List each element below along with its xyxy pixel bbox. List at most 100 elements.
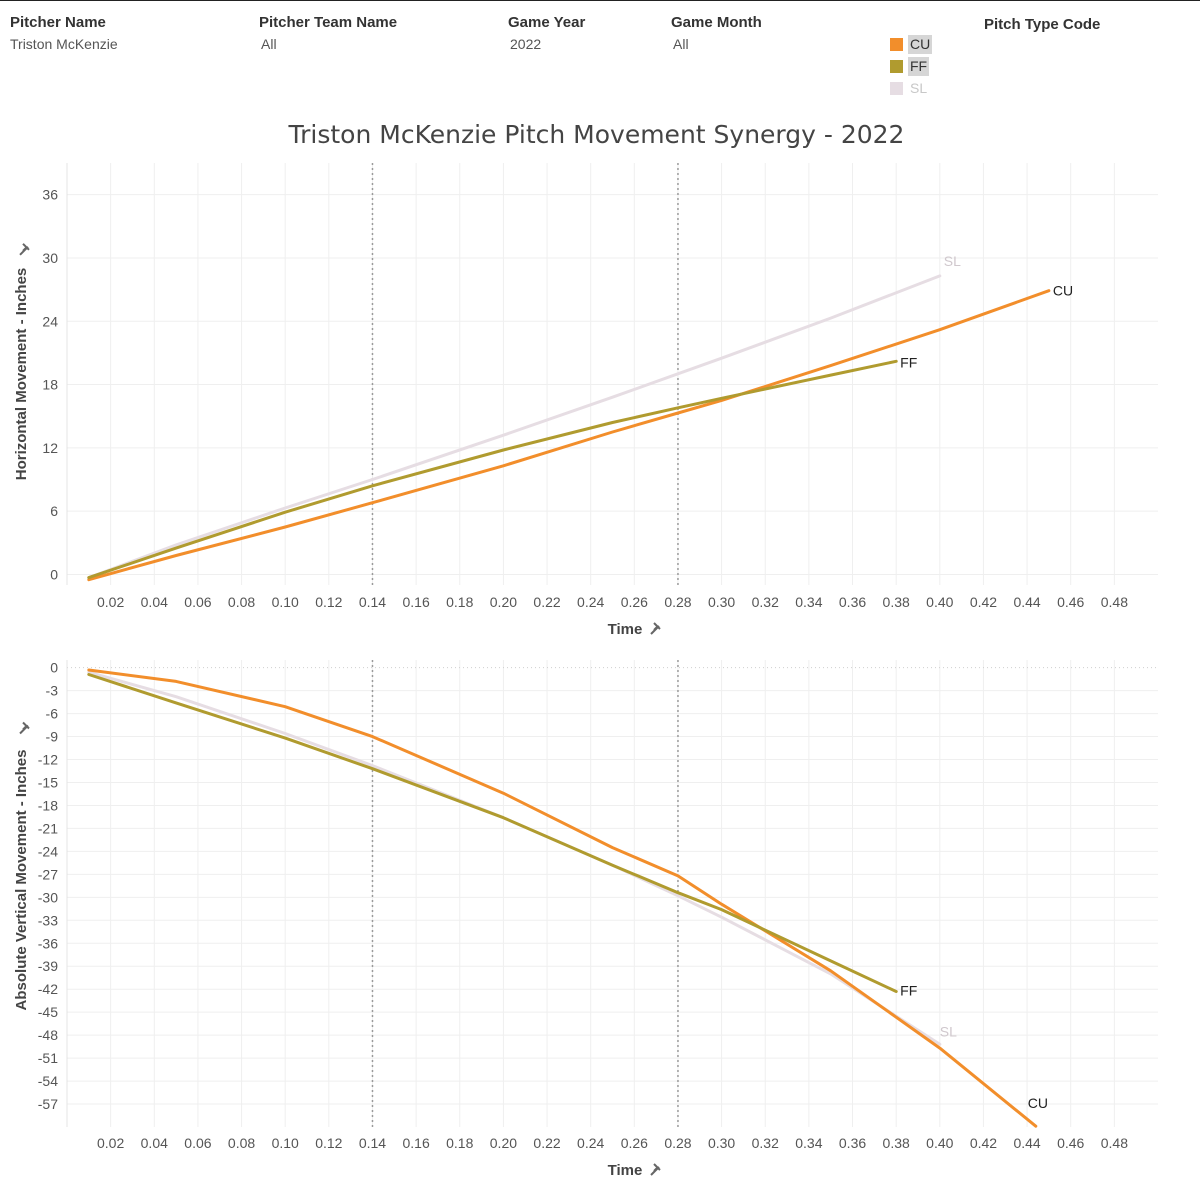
y-tick-label: 6 (50, 503, 58, 519)
x-tick-label: 0.42 (970, 594, 997, 610)
y-tick-label: -45 (38, 1004, 58, 1020)
filter-game-year[interactable]: Game Year 2022 (508, 14, 585, 52)
x-tick-label: 0.20 (490, 594, 517, 610)
x-tick-label: 0.20 (490, 1135, 517, 1151)
legend-swatch-cu (890, 38, 903, 51)
x-tick-label: 0.14 (359, 1135, 386, 1151)
legend-title: Pitch Type Code (984, 16, 1101, 33)
y-tick-label: 36 (42, 187, 58, 203)
x-tick-label: 0.24 (577, 1135, 604, 1151)
x-tick-label: 0.38 (883, 1135, 910, 1151)
x-tick-label: 0.24 (577, 594, 604, 610)
x-tick-label: 0.48 (1101, 1135, 1128, 1151)
x-tick-label: 0.22 (533, 1135, 560, 1151)
series-line-ff (87, 673, 898, 993)
x-tick-label: 0.04 (141, 1135, 168, 1151)
filter-label: Pitcher Name (10, 14, 106, 31)
y-tick-label: -6 (46, 706, 59, 722)
legend-item-ff[interactable]: FF (890, 56, 1150, 77)
x-tick-label: 0.32 (752, 594, 779, 610)
legend-item-cu[interactable]: CU (890, 34, 1150, 55)
x-tick-label: 0.26 (621, 594, 648, 610)
series-line-sl (87, 670, 942, 1046)
y-tick-label: -54 (38, 1073, 58, 1089)
filter-value[interactable]: Triston McKenzie (10, 36, 118, 52)
y-tick-label: 30 (42, 250, 58, 266)
y-tick-label: -24 (38, 843, 58, 859)
x-tick-label: 0.42 (970, 1135, 997, 1151)
y-tick-label: -48 (38, 1027, 58, 1043)
y-tick-label: 12 (42, 440, 58, 456)
legend-label-cu: CU (908, 35, 933, 54)
x-tick-label: 0.30 (708, 1135, 735, 1151)
x-tick-label: 0.44 (1013, 1135, 1040, 1151)
x-tick-label: 0.08 (228, 1135, 255, 1151)
y-tick-label: -18 (38, 797, 58, 813)
x-tick-label: 0.28 (664, 594, 691, 610)
x-tick-label: 0.14 (359, 594, 386, 610)
x-tick-label: 0.16 (402, 1135, 429, 1151)
y-tick-label: -51 (38, 1050, 58, 1066)
x-tick-label: 0.36 (839, 594, 866, 610)
legend-label-ff: FF (908, 57, 930, 76)
x-tick-label: 0.40 (926, 1135, 953, 1151)
series-line-sl (87, 274, 942, 580)
y-tick-label: -30 (38, 889, 58, 905)
y-tick-label: -57 (38, 1096, 58, 1112)
x-tick-label: 0.28 (664, 1135, 691, 1151)
filter-label: Pitcher Team Name (259, 14, 398, 31)
filter-value[interactable]: 2022 (510, 36, 542, 52)
filter-pitcher-team-name[interactable]: Pitcher Team Name All (259, 14, 397, 52)
x-tick-label: 0.02 (97, 594, 124, 610)
y-tick-label: -12 (38, 752, 58, 768)
chart-title: Triston McKenzie Pitch Movement Synergy … (288, 120, 905, 149)
legend-item-sl[interactable]: SL (890, 78, 1150, 99)
x-tick-label: 0.46 (1057, 1135, 1084, 1151)
x-tick-label: 0.34 (795, 594, 822, 610)
x-axis-label: Time (608, 621, 643, 638)
legend-swatch-sl (890, 82, 903, 95)
y-tick-label: 24 (42, 313, 58, 329)
x-tick-label: 0.32 (752, 1135, 779, 1151)
pin-icon (19, 721, 30, 735)
legend-swatch-ff (890, 60, 903, 73)
filter-label: Game Year (508, 14, 586, 31)
x-tick-label: 0.48 (1101, 594, 1128, 610)
filter-value[interactable]: All (261, 36, 277, 52)
y-tick-label: 0 (50, 566, 58, 582)
x-axis-label: Time (608, 1162, 643, 1179)
series-line-ff (87, 359, 898, 580)
series-end-label-sl: SL (944, 253, 961, 269)
x-tick-label: 0.36 (839, 1135, 866, 1151)
series-end-label-cu: CU (1053, 283, 1073, 299)
top-border (0, 0, 1200, 1)
series-end-label-sl: SL (940, 1023, 957, 1039)
pitch-type-legend: Pitch Type Code CU FF SL (890, 16, 1150, 99)
y-axis-label: Horizontal Movement - Inches (13, 268, 30, 481)
x-tick-label: 0.22 (533, 594, 560, 610)
y-tick-label: -39 (38, 958, 58, 974)
y-tick-label: -21 (38, 820, 58, 836)
legend-label-sl: SL (910, 80, 928, 96)
filter-value[interactable]: All (673, 36, 689, 52)
y-tick-label: -42 (38, 981, 58, 997)
filter-pitcher-name[interactable]: Pitcher Name Triston McKenzie (10, 14, 118, 52)
x-tick-label: 0.18 (446, 1135, 473, 1151)
y-tick-label: -3 (46, 683, 59, 699)
x-tick-label: 0.12 (315, 1135, 342, 1151)
series-end-label-ff: FF (900, 354, 917, 370)
series-line-cu (87, 289, 1051, 582)
x-tick-label: 0.46 (1057, 594, 1084, 610)
x-tick-label: 0.16 (402, 594, 429, 610)
y-tick-label: 0 (50, 660, 58, 676)
x-tick-label: 0.06 (184, 1135, 211, 1151)
y-axis-label: Absolute Vertical Movement - Inches (13, 750, 30, 1011)
x-tick-label: 0.12 (315, 594, 342, 610)
x-tick-label: 0.30 (708, 594, 735, 610)
pin-icon (19, 243, 30, 256)
series-line-cu (87, 668, 1038, 1128)
x-tick-label: 0.40 (926, 594, 953, 610)
filter-label: Game Month (671, 14, 762, 31)
filter-game-month[interactable]: Game Month All (671, 14, 762, 52)
